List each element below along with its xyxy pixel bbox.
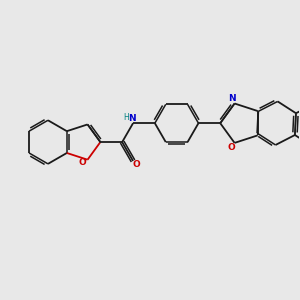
Text: N: N bbox=[228, 94, 236, 103]
Text: O: O bbox=[79, 158, 86, 167]
Text: O: O bbox=[228, 143, 236, 152]
Text: O: O bbox=[132, 160, 140, 169]
Text: H: H bbox=[123, 113, 129, 122]
Text: N: N bbox=[128, 114, 136, 123]
